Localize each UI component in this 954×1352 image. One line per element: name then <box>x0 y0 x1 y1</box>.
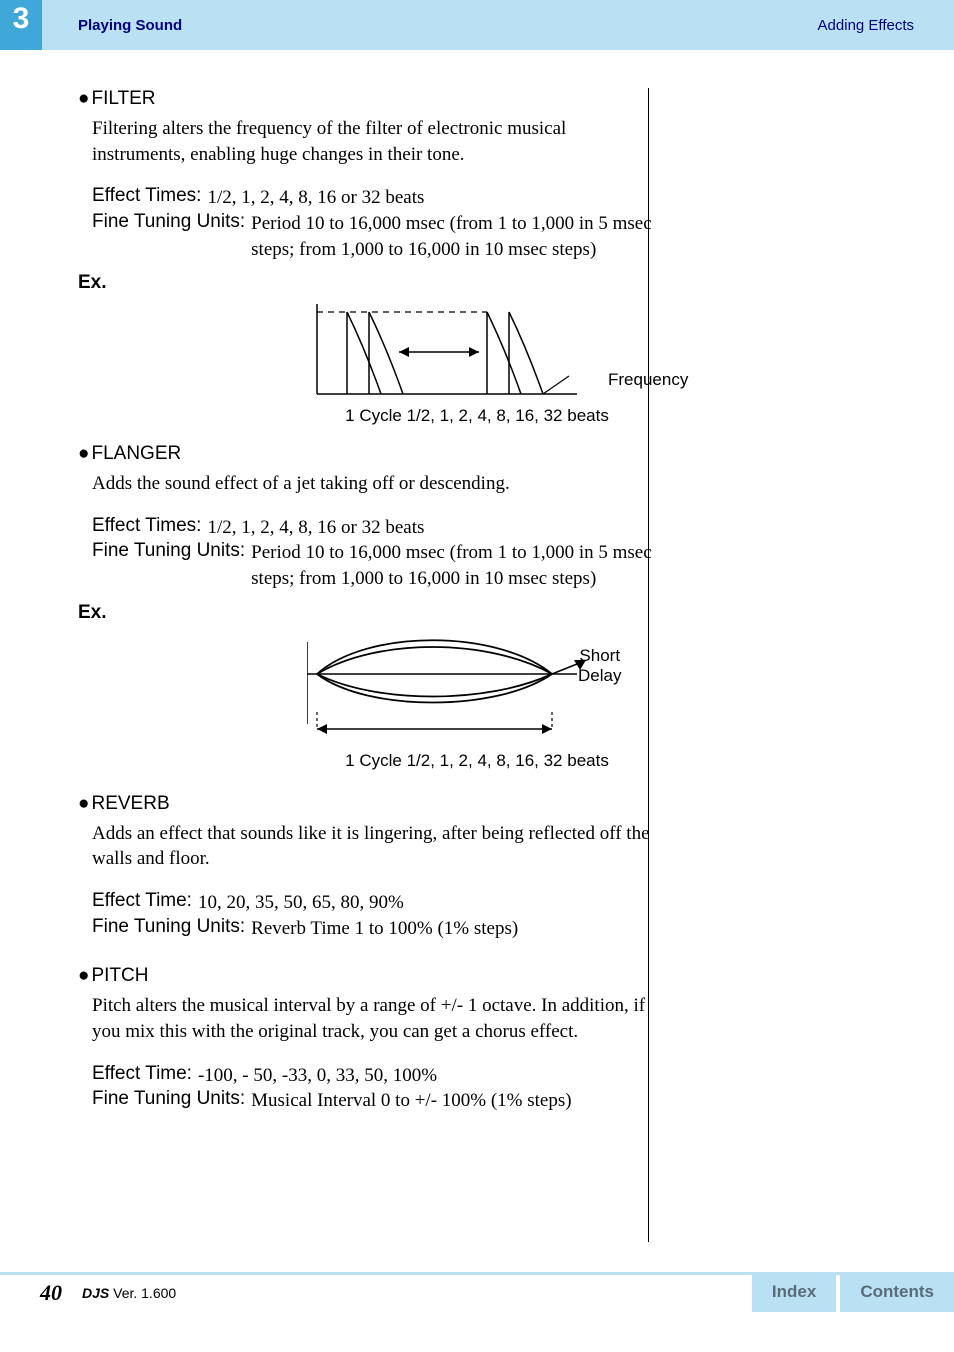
effect-times-row: Effect Time: -100, - 50, -33, 0, 33, 50,… <box>92 1063 876 1089</box>
effect-times-value: -100, - 50, -33, 0, 33, 50, 100% <box>198 1063 437 1089</box>
header-section-title: Playing Sound <box>78 17 182 34</box>
product-version-text: Ver. 1.600 <box>109 1285 176 1301</box>
bullet-icon: ● <box>78 88 89 109</box>
product-version: DJS Ver. 1.600 <box>82 1285 176 1301</box>
section-title: ●FLANGER <box>78 443 876 465</box>
section-pitch: ●PITCH Pitch alters the musical interval… <box>78 965 876 1114</box>
fine-tuning-value: Musical Interval 0 to +/- 100% (1% steps… <box>251 1088 571 1114</box>
footer-nav: Index Contents <box>748 1272 954 1312</box>
effect-times-row: Effect Times: 1/2, 1, 2, 4, 8, 16 or 32 … <box>92 185 876 211</box>
effect-times-label: Effect Time: <box>92 1063 192 1085</box>
fine-tuning-value: Period 10 to 16,000 msec (from 1 to 1,00… <box>251 540 681 591</box>
section-title-text: REVERB <box>91 793 169 814</box>
diagram-side-label: Frequency <box>608 370 688 390</box>
effect-times-label: Effect Times: <box>92 185 201 207</box>
effect-times-row: Effect Time: 10, 20, 35, 50, 65, 80, 90% <box>92 890 876 916</box>
section-filter: ●FILTER Filtering alters the frequency o… <box>78 88 876 419</box>
fine-tuning-label: Fine Tuning Units: <box>92 916 245 938</box>
header-subsection-title: Adding Effects <box>818 17 914 34</box>
filter-diagram-svg <box>307 304 647 399</box>
page-header: 3 Playing Sound Adding Effects <box>0 0 954 50</box>
fine-tuning-row: Fine Tuning Units: Musical Interval 0 to… <box>92 1088 876 1114</box>
fine-tuning-label: Fine Tuning Units: <box>92 211 245 233</box>
diagram-side-label: Short Delay <box>578 646 621 687</box>
fine-tuning-row: Fine Tuning Units: Period 10 to 16,000 m… <box>92 540 876 591</box>
fine-tuning-label: Fine Tuning Units: <box>92 1088 245 1110</box>
section-description: Pitch alters the musical interval by a r… <box>92 993 652 1044</box>
fine-tuning-value: Period 10 to 16,000 msec (from 1 to 1,00… <box>251 211 681 262</box>
section-description: Adds an effect that sounds like it is li… <box>92 821 652 872</box>
diagram-caption: 1 Cycle 1/2, 1, 2, 4, 8, 16, 32 beats <box>78 406 876 426</box>
example-label: Ex. <box>78 602 876 624</box>
section-title: ●REVERB <box>78 793 876 815</box>
index-button[interactable]: Index <box>752 1272 836 1312</box>
fine-tuning-row: Fine Tuning Units: Period 10 to 16,000 m… <box>92 211 876 262</box>
bullet-icon: ● <box>78 443 89 464</box>
section-flanger: ●FLANGER Adds the sound effect of a jet … <box>78 443 876 769</box>
fine-tuning-row: Fine Tuning Units: Reverb Time 1 to 100%… <box>92 916 876 942</box>
bullet-icon: ● <box>78 965 89 986</box>
fine-tuning-label: Fine Tuning Units: <box>92 540 245 562</box>
section-title: ●FILTER <box>78 88 876 110</box>
section-title-text: PITCH <box>91 965 148 986</box>
section-title: ●PITCH <box>78 965 876 987</box>
fine-tuning-value: Reverb Time 1 to 100% (1% steps) <box>251 916 518 942</box>
filter-diagram: Frequency 1 Cycle 1/2, 1, 2, 4, 8, 16, 3… <box>78 304 876 419</box>
diagram-caption: 1 Cycle 1/2, 1, 2, 4, 8, 16, 32 beats <box>78 751 876 771</box>
contents-button[interactable]: Contents <box>840 1272 954 1312</box>
effect-times-label: Effect Times: <box>92 515 201 537</box>
section-title-text: FLANGER <box>91 443 181 464</box>
page-content: ●FILTER Filtering alters the frequency o… <box>0 50 954 1114</box>
example-label: Ex. <box>78 272 876 294</box>
section-title-text: FILTER <box>91 88 155 109</box>
section-description: Filtering alters the frequency of the fi… <box>92 116 652 167</box>
section-description: Adds the sound effect of a jet taking of… <box>92 471 652 497</box>
section-reverb: ●REVERB Adds an effect that sounds like … <box>78 793 876 942</box>
effect-times-row: Effect Times: 1/2, 1, 2, 4, 8, 16 or 32 … <box>92 515 876 541</box>
effect-times-value: 10, 20, 35, 50, 65, 80, 90% <box>198 890 404 916</box>
effect-times-value: 1/2, 1, 2, 4, 8, 16 or 32 beats <box>207 185 424 211</box>
effect-times-label: Effect Time: <box>92 890 192 912</box>
chapter-number-tab: 3 <box>0 0 42 50</box>
page-number: 40 <box>40 1280 62 1306</box>
product-name: DJS <box>82 1285 109 1301</box>
bullet-icon: ● <box>78 793 89 814</box>
flanger-diagram: Short Delay 1 Cycle 1/2, 1, 2, 4, 8, 16,… <box>78 634 876 769</box>
effect-times-value: 1/2, 1, 2, 4, 8, 16 or 32 beats <box>207 515 424 541</box>
